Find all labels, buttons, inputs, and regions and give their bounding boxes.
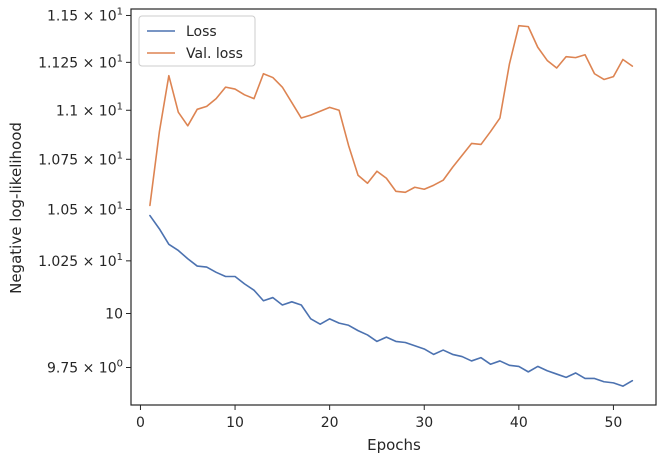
y-tick-exponent: 1 — [117, 150, 123, 161]
y-tick-mantissa: 1.075 — [38, 152, 78, 168]
legend: Loss Val. loss — [138, 15, 256, 67]
axes-frame — [130, 8, 657, 406]
series-line-0 — [149, 214, 634, 387]
series-line-1 — [149, 24, 634, 207]
x-axis: 0 10 20 30 40 50 — [136, 405, 622, 431]
y-tick-exponent: 1 — [117, 101, 123, 112]
y-tick-label: 1.025 × 101 — [38, 252, 123, 270]
x-tick-label: 50 — [605, 415, 623, 431]
y-tick-mantissa: 10 — [105, 307, 123, 323]
x-tick-label: 0 — [136, 415, 145, 431]
y-tick-exponent: 0 — [117, 358, 123, 369]
x-tick-label: 20 — [321, 415, 339, 431]
plot-area — [130, 8, 657, 406]
y-tick-label: 1.075 × 101 — [38, 150, 123, 168]
y-tick-mantissa: 9.75 — [47, 360, 78, 376]
legend-label: Val. loss — [186, 46, 243, 62]
x-tick-label: 10 — [226, 415, 244, 431]
x-tick-label: 30 — [415, 415, 433, 431]
y-tick-mantissa: 1.05 — [47, 202, 78, 218]
y-tick-mantissa: 1.125 — [38, 55, 78, 71]
x-tick-label: 40 — [510, 415, 528, 431]
y-tick-exponent: 1 — [117, 6, 123, 17]
y-tick-label: 1.1 × 101 — [56, 101, 123, 119]
y-axis-label: Negative log-likelihood — [7, 122, 25, 294]
legend-label: Loss — [186, 24, 217, 40]
y-tick-exponent: 1 — [117, 200, 123, 211]
y-tick-exponent: 1 — [117, 252, 123, 263]
y-tick-label: 9.75 × 100 — [47, 358, 123, 376]
y-tick-exponent: 1 — [117, 53, 123, 64]
y-tick-label: 1.125 × 101 — [38, 53, 123, 71]
y-tick-mantissa: 1.1 — [56, 103, 78, 119]
y-tick-label: 10 — [105, 307, 123, 323]
y-tick-mantissa: 1.15 — [47, 8, 78, 24]
y-tick-label: 1.05 × 101 — [47, 200, 123, 218]
y-tick-mantissa: 1.025 — [38, 254, 78, 270]
y-tick-label: 1.15 × 101 — [47, 6, 123, 24]
x-axis-label: Epochs — [367, 436, 421, 454]
